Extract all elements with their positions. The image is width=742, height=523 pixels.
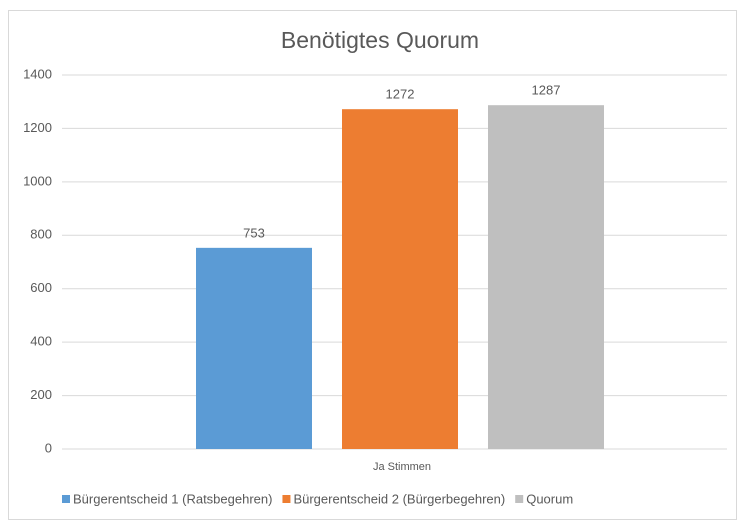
data-label: 1272: [386, 87, 415, 102]
y-tick-label: 1200: [23, 120, 52, 135]
bar: [196, 247, 312, 449]
x-tick-label: Ja Stimmen: [373, 461, 431, 473]
y-tick-label: 800: [30, 227, 52, 242]
data-label: 1287: [532, 83, 561, 98]
chart-title: Benötigtes Quorum: [281, 27, 479, 53]
y-tick-label: 600: [30, 280, 52, 295]
legend-swatch: [515, 495, 524, 503]
legend-swatch: [282, 495, 291, 503]
y-tick-label: 200: [30, 387, 52, 402]
y-tick-label: 0: [45, 440, 52, 455]
y-tick-label: 400: [30, 334, 52, 349]
y-tick-label: 1400: [23, 66, 52, 81]
y-tick-label: 1000: [23, 173, 52, 188]
data-label: 753: [243, 225, 265, 240]
legend-label: Bürgerentscheid 1 (Ratsbegehren): [73, 491, 272, 506]
legend-label: Bürgerentscheid 2 (Bürgerbegehren): [293, 491, 505, 506]
bar: [342, 109, 458, 450]
bar: [488, 105, 604, 450]
legend-swatch: [62, 495, 70, 503]
legend-label: Quorum: [526, 491, 573, 506]
